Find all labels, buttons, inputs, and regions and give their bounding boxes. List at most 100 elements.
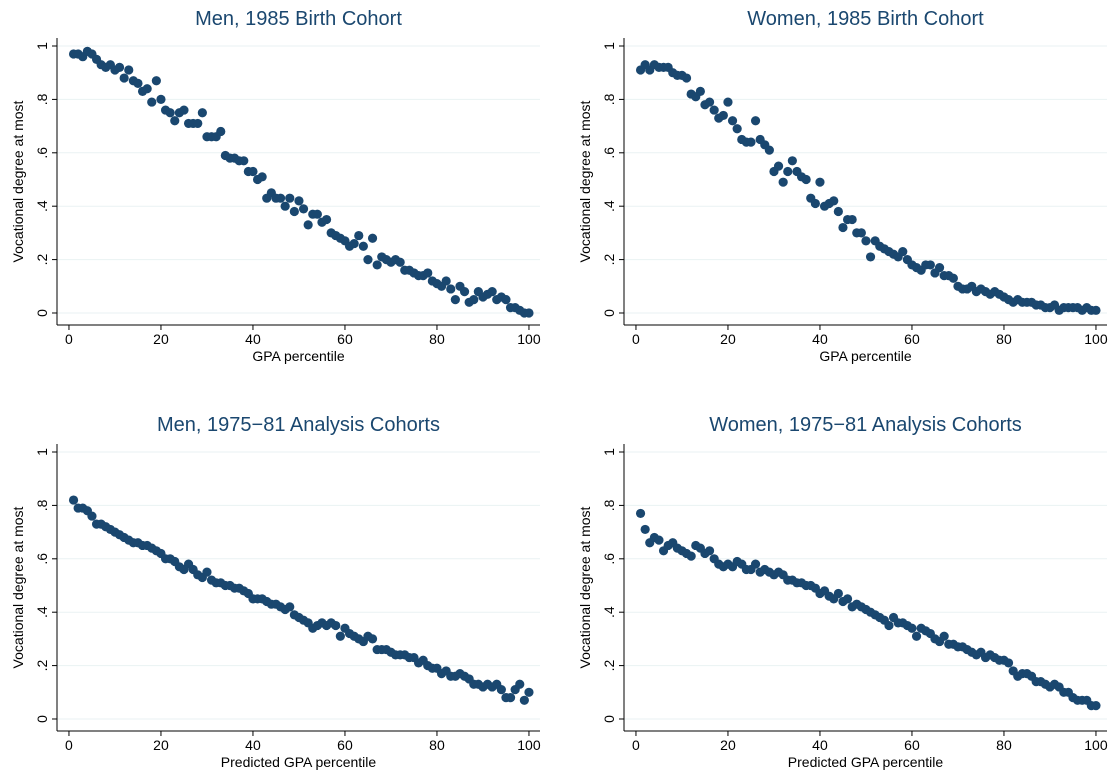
x-tick-label: 20 [720,331,736,347]
scatter-point [294,196,304,206]
scatter-point [934,263,945,273]
y-tick-label: 1 [601,448,617,456]
x-tick-label: 20 [153,331,169,347]
scatter-point [829,196,839,206]
scatter-point [1091,305,1101,315]
scatter-point [723,97,733,107]
y-tick-label: .6 [601,147,617,159]
y-tick-label: 0 [34,309,50,317]
scatter-point [501,295,511,305]
y-axis-label: Vocational degree at most [577,506,593,668]
x-axis-label: Predicted GPA percentile [788,754,944,770]
y-tick-label: 0 [601,715,617,723]
scatter-point [686,551,696,561]
scatter-point [884,620,894,631]
scatter-point [487,287,497,297]
y-tick-label: .2 [34,254,50,266]
panel-title: Women, 1975−81 Analysis Cohorts [709,414,1022,436]
scatter-point [165,108,175,118]
x-tick-label: 100 [517,331,541,347]
y-tick-label: .8 [34,499,50,511]
scatter-point [833,206,843,217]
x-tick-label: 60 [337,737,353,753]
scatter-point [248,166,258,177]
y-tick-label: 1 [34,448,50,456]
scatter-point [815,177,825,187]
x-tick-label: 0 [65,737,73,753]
y-tick-label: .2 [601,660,617,672]
scatter-point [505,693,516,703]
scatter-point [459,287,470,297]
scatter-point [312,209,322,219]
panel-title: Women, 1985 Birth Cohort [747,8,984,30]
scatter-point [654,535,664,545]
scatter-point [275,193,286,203]
scatter-point [285,602,295,612]
scatter-point [861,236,871,246]
x-tick-label: 40 [812,737,828,753]
y-tick-label: 0 [34,715,50,723]
scatter-point [732,124,742,134]
scatter-point [695,86,705,96]
y-tick-label: 1 [34,42,50,50]
scatter-point [358,241,368,251]
x-tick-label: 60 [904,331,920,347]
x-tick-label: 100 [1084,331,1108,347]
scatter-point [865,252,876,262]
scatter-point [524,308,534,318]
scatter-point [524,687,534,697]
scatter-point [469,295,479,305]
scatter-point [911,631,922,641]
scatter-point [939,631,949,641]
scatter-point [349,238,359,249]
panel: Women, 1975−81 Analysis Cohorts 0 .2 .4 .6 .8… [577,414,1108,770]
scatter-point [354,230,364,241]
x-tick-label: 0 [632,737,640,753]
scatter-point [147,97,157,107]
scatter-point [515,679,525,689]
x-tick-label: 60 [337,331,353,347]
y-tick-label: 0 [601,309,617,317]
scatter-point [801,174,811,185]
scatter-point [750,116,761,126]
scatter-point [787,156,797,166]
scatter-point [1091,701,1101,711]
x-axis-label: GPA percentile [252,348,345,364]
scatter-point [810,198,820,209]
scatter-point [838,222,848,233]
y-tick-label: .6 [34,553,50,565]
scatter-point [718,110,728,121]
scatter-point [298,204,309,214]
y-axis-label: Vocational degree at most [10,506,26,668]
y-tick-label: .8 [601,93,617,105]
scatter-point [833,588,843,599]
scatter-point [681,73,692,83]
y-axis-label: Vocational degree at most [10,100,26,262]
x-tick-label: 100 [517,737,541,753]
y-tick-label: .2 [34,660,50,672]
scatter-point [239,156,249,166]
scatter-point [842,594,853,604]
x-tick-label: 20 [720,737,736,753]
scatter-point [280,201,290,211]
scatter-point [395,257,405,267]
y-tick-label: .4 [601,606,617,618]
x-tick-label: 80 [996,331,1012,347]
y-tick-label: .6 [34,147,50,159]
y-tick-label: .8 [34,93,50,105]
scatter-point [367,233,378,243]
scatter-point [704,97,715,107]
scatter-point [142,84,152,94]
panel: Women, 1985 Birth Cohort 0 .2 .4 .6 .8 1 0 20 40 6… [577,8,1108,364]
scatter-point [119,73,129,83]
scatter-point [331,620,341,631]
x-tick-label: 100 [1084,737,1108,753]
scatter-point [778,177,788,187]
scatter-point [898,246,908,257]
scatter-point [1003,658,1014,668]
panel-title: Men, 1985 Birth Cohort [195,8,402,30]
scatter-point [746,137,756,147]
x-axis-label: GPA percentile [819,348,912,364]
x-tick-label: 80 [429,331,445,347]
